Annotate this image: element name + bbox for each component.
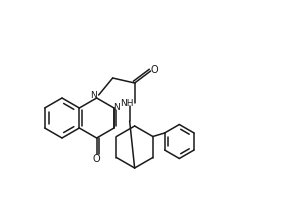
- Text: O: O: [151, 65, 158, 75]
- Text: NH: NH: [120, 99, 134, 108]
- Text: N: N: [90, 92, 97, 100]
- Text: O: O: [93, 154, 101, 164]
- Text: N: N: [114, 102, 120, 112]
